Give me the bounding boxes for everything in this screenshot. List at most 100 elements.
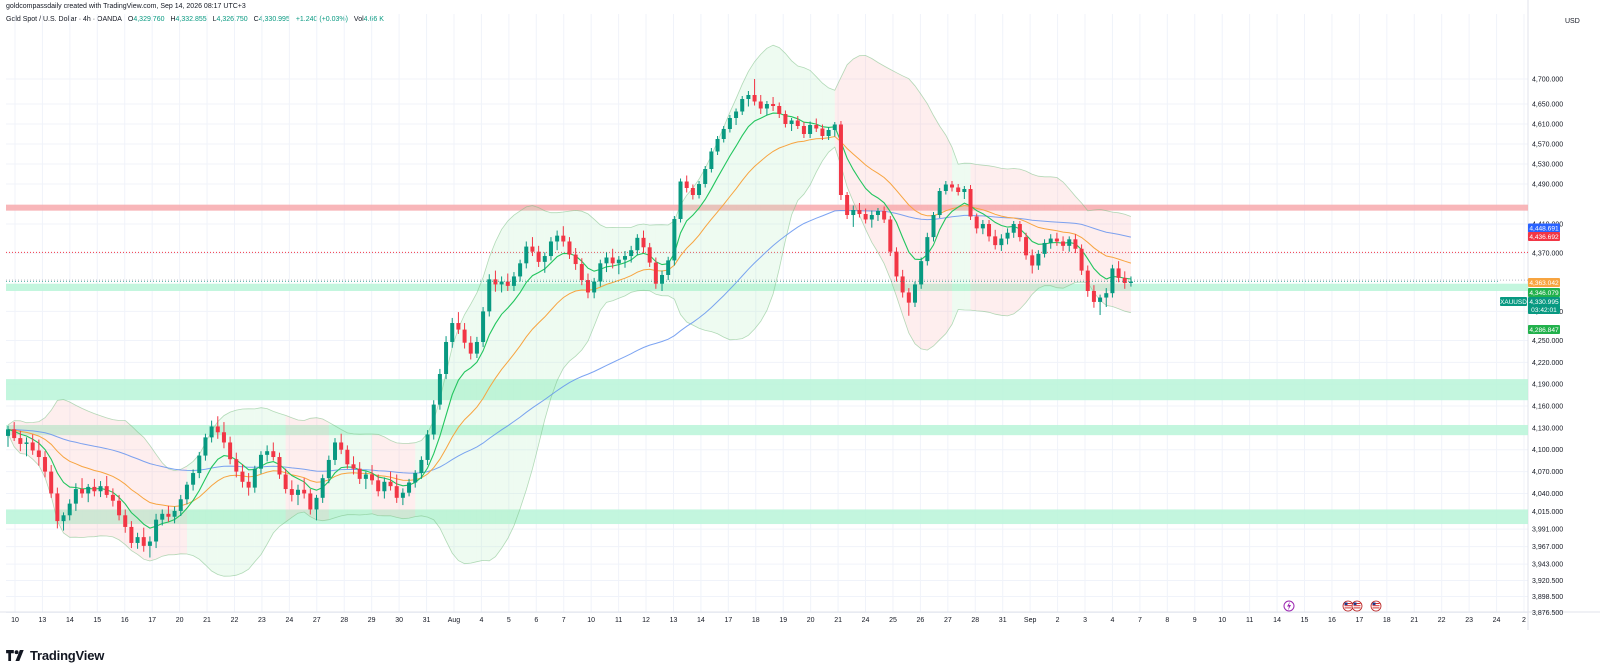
event-icons[interactable] xyxy=(1283,600,1382,612)
candle[interactable] xyxy=(1128,276,1133,287)
candle[interactable] xyxy=(43,451,48,478)
candle[interactable] xyxy=(55,487,60,529)
candle[interactable] xyxy=(61,512,66,531)
support-zone[interactable] xyxy=(6,283,1528,291)
candle[interactable] xyxy=(610,248,615,269)
candle[interactable] xyxy=(561,226,566,247)
candle[interactable] xyxy=(740,96,745,115)
candle[interactable] xyxy=(906,288,911,316)
symbol-title[interactable]: Gold Spot / U.S. Dollar · 4h · OANDA xyxy=(6,16,122,23)
candle[interactable] xyxy=(875,208,880,221)
symbol-legend[interactable]: Gold Spot / U.S. Dollar · 4h · OANDA O4,… xyxy=(6,16,384,23)
candle[interactable] xyxy=(573,248,578,270)
candle[interactable] xyxy=(530,237,535,257)
candle[interactable] xyxy=(400,488,405,506)
candle[interactable] xyxy=(351,456,356,475)
candle[interactable] xyxy=(647,242,652,267)
candle[interactable] xyxy=(777,102,782,119)
candle[interactable] xyxy=(1036,250,1041,270)
candle[interactable] xyxy=(258,451,263,474)
candle[interactable] xyxy=(499,276,504,293)
candle[interactable] xyxy=(357,462,362,484)
us-flag-icon[interactable] xyxy=(1342,600,1354,612)
lightning-icon[interactable] xyxy=(1283,600,1295,612)
candle[interactable] xyxy=(437,368,442,410)
candle[interactable] xyxy=(660,270,665,291)
candle[interactable] xyxy=(616,256,621,275)
support-zone[interactable] xyxy=(6,424,1528,436)
candle[interactable] xyxy=(444,336,449,380)
candle[interactable] xyxy=(388,471,393,491)
candle[interactable] xyxy=(191,469,196,491)
candle[interactable] xyxy=(154,513,159,549)
candle[interactable] xyxy=(36,439,41,466)
candle[interactable] xyxy=(900,269,905,298)
candle[interactable] xyxy=(734,108,739,126)
candle[interactable] xyxy=(888,216,893,257)
candle[interactable] xyxy=(524,241,529,269)
candle[interactable] xyxy=(505,273,510,291)
candle[interactable] xyxy=(178,494,183,517)
support-zone[interactable] xyxy=(6,509,1528,525)
candle[interactable] xyxy=(141,527,146,552)
candle[interactable] xyxy=(1017,221,1022,242)
candle[interactable] xyxy=(117,494,122,521)
resistance-zone[interactable] xyxy=(6,204,1528,211)
candle[interactable] xyxy=(820,124,825,141)
candle[interactable] xyxy=(1091,285,1096,308)
time-axis[interactable]: 10 13 14 15 16 17 20 21 22 23 24 27 28 29 30 31 Aug 4 5 6 7 1… xyxy=(11,617,1526,624)
candle[interactable] xyxy=(172,506,177,524)
candle[interactable] xyxy=(826,127,831,140)
candle[interactable] xyxy=(629,245,634,263)
candle[interactable] xyxy=(555,230,560,251)
candle[interactable] xyxy=(764,101,769,116)
candle[interactable] xyxy=(425,430,430,466)
candle[interactable] xyxy=(166,505,171,522)
candle[interactable] xyxy=(271,442,276,461)
candle[interactable] xyxy=(727,115,732,133)
candle[interactable] xyxy=(666,256,671,281)
candle[interactable] xyxy=(653,257,658,289)
candle[interactable] xyxy=(1005,228,1010,245)
candle[interactable] xyxy=(1067,236,1072,252)
candle[interactable] xyxy=(715,136,720,155)
candle[interactable] xyxy=(209,420,214,443)
candle[interactable] xyxy=(481,307,486,348)
candle[interactable] xyxy=(246,473,251,496)
candle[interactable] xyxy=(838,121,843,200)
candle[interactable] xyxy=(746,91,751,107)
candle[interactable] xyxy=(604,252,609,273)
candle[interactable] xyxy=(129,521,134,549)
candle[interactable] xyxy=(789,118,794,131)
candle[interactable] xyxy=(370,465,375,485)
candle[interactable] xyxy=(363,471,368,490)
candle[interactable] xyxy=(234,452,239,478)
candle[interactable] xyxy=(869,210,874,228)
candle[interactable] xyxy=(548,237,553,261)
candle[interactable] xyxy=(912,281,917,308)
candle[interactable] xyxy=(894,247,899,282)
candle[interactable] xyxy=(184,481,189,505)
candle[interactable] xyxy=(1054,232,1059,246)
candle[interactable] xyxy=(376,474,381,497)
candle[interactable] xyxy=(1079,244,1084,275)
candle[interactable] xyxy=(407,478,412,497)
candle[interactable] xyxy=(1061,236,1066,251)
candle[interactable] xyxy=(931,212,936,242)
candle[interactable] xyxy=(419,456,424,479)
candle[interactable] xyxy=(333,438,338,466)
candle[interactable] xyxy=(709,148,714,173)
candle[interactable] xyxy=(12,422,17,442)
candle[interactable] xyxy=(314,494,319,521)
candle[interactable] xyxy=(265,445,270,462)
candle[interactable] xyxy=(24,437,29,457)
candle[interactable] xyxy=(215,416,220,439)
candle[interactable] xyxy=(925,232,930,266)
candle[interactable] xyxy=(882,206,887,224)
candle[interactable] xyxy=(110,488,115,507)
candle[interactable] xyxy=(536,245,541,267)
candle[interactable] xyxy=(857,203,862,218)
candle[interactable] xyxy=(295,484,300,506)
price-axis[interactable]: 4,700.000 4,650.000 4,610.000 4,570.000 4,53… xyxy=(1532,77,1563,618)
currency-label[interactable]: USD xyxy=(1565,18,1580,25)
